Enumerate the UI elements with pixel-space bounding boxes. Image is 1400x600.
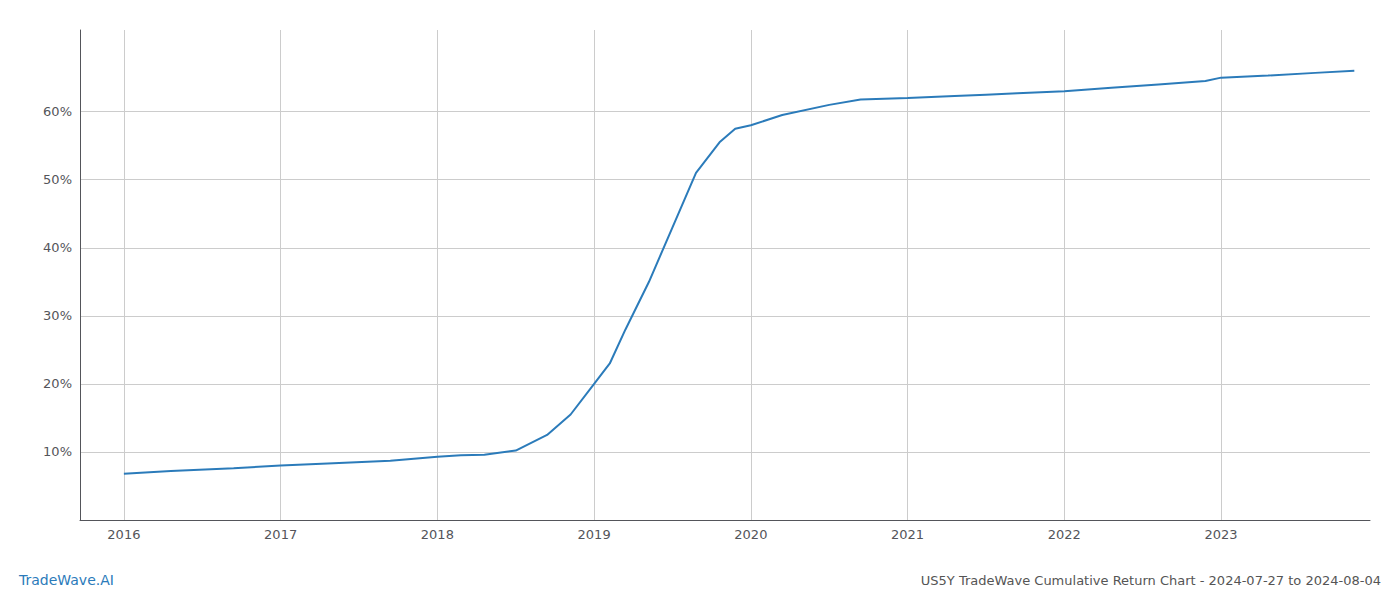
svg-text:50%: 50%: [43, 172, 72, 187]
svg-text:2023: 2023: [1205, 527, 1238, 542]
svg-text:20%: 20%: [43, 376, 72, 391]
svg-text:US5Y TradeWave Cumulative Retu: US5Y TradeWave Cumulative Return Chart -…: [921, 573, 1381, 588]
svg-text:2018: 2018: [421, 527, 454, 542]
svg-text:2020: 2020: [734, 527, 767, 542]
svg-text:2016: 2016: [107, 527, 140, 542]
svg-text:TradeWave.AI: TradeWave.AI: [18, 572, 114, 588]
svg-text:30%: 30%: [43, 308, 72, 323]
svg-text:2022: 2022: [1048, 527, 1081, 542]
svg-text:2017: 2017: [264, 527, 297, 542]
svg-text:10%: 10%: [43, 444, 72, 459]
svg-text:2019: 2019: [578, 527, 611, 542]
svg-text:2021: 2021: [891, 527, 924, 542]
svg-text:40%: 40%: [43, 240, 72, 255]
svg-text:60%: 60%: [43, 104, 72, 119]
